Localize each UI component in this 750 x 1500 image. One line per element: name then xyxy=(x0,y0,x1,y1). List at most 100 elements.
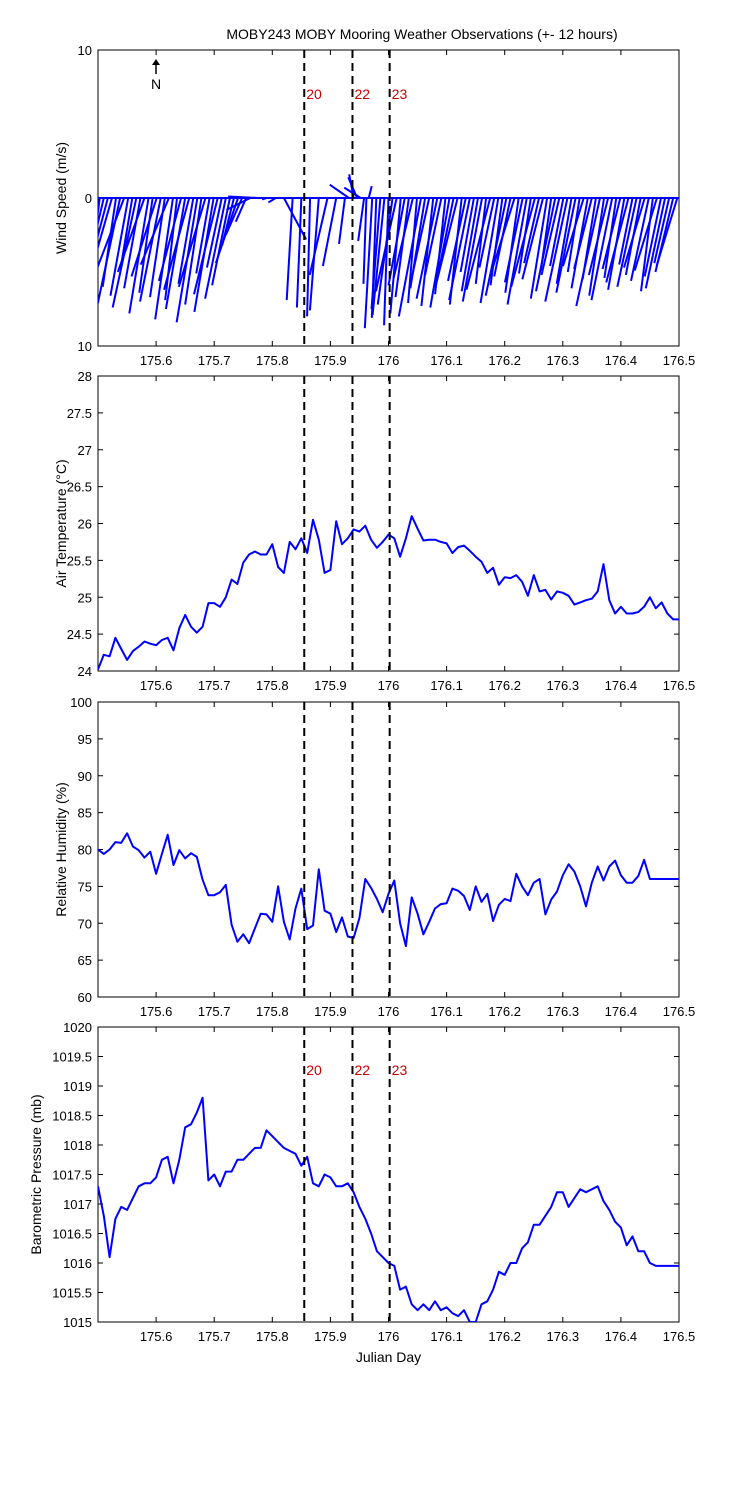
data-point xyxy=(225,596,227,598)
y-axis-label: Wind Speed (m/s) xyxy=(53,142,69,254)
data-point xyxy=(602,1200,605,1202)
data-point xyxy=(201,879,204,881)
wind-vector xyxy=(437,197,455,271)
data-point xyxy=(544,589,546,591)
data-point xyxy=(172,1182,175,1184)
wind-vector xyxy=(295,197,303,308)
data-point xyxy=(120,1206,122,1208)
data-point xyxy=(579,885,581,887)
y-tick-label: 27.5 xyxy=(67,406,92,421)
wind-vector xyxy=(479,197,500,304)
data-point xyxy=(213,1173,215,1176)
data-point xyxy=(451,1312,454,1314)
x-tick-label: 176.4 xyxy=(605,1004,638,1019)
x-tick-label: 176.1 xyxy=(430,353,463,368)
data-point xyxy=(254,550,256,553)
data-point xyxy=(509,900,512,902)
wind-vector xyxy=(139,197,170,265)
wind-vector xyxy=(478,197,496,268)
data-point xyxy=(312,519,314,521)
x-tick-label: 175.8 xyxy=(256,678,289,693)
data-point xyxy=(178,627,180,629)
data-point xyxy=(393,879,395,882)
data-point xyxy=(469,909,471,911)
x-tick-label: 175.9 xyxy=(314,678,347,693)
data-point xyxy=(335,1185,337,1187)
data-point xyxy=(341,543,343,545)
wind-vector xyxy=(370,197,382,310)
data-layer xyxy=(98,515,679,671)
data-point xyxy=(260,913,262,915)
data-point xyxy=(376,547,378,549)
data-point xyxy=(544,913,546,916)
data-point xyxy=(364,1218,366,1220)
data-point xyxy=(428,921,430,923)
data-point xyxy=(323,572,326,574)
y-tick-label: 1020 xyxy=(63,1020,92,1035)
wind-vector xyxy=(555,197,573,285)
data-point xyxy=(347,1182,349,1184)
y-tick-label: 1017 xyxy=(63,1197,92,1212)
data-point xyxy=(318,1185,320,1187)
data-point xyxy=(649,1262,651,1264)
event-label: 22 xyxy=(354,1062,370,1078)
data-point xyxy=(196,856,198,858)
axes-frame xyxy=(97,1026,680,1323)
data-point xyxy=(271,1135,273,1137)
data-point xyxy=(289,1150,291,1152)
wind-vector xyxy=(655,197,679,267)
wind-vector xyxy=(371,197,386,316)
data-point xyxy=(254,1147,256,1149)
data-point xyxy=(277,566,279,568)
data-point xyxy=(283,921,285,923)
wind-vector xyxy=(338,197,346,245)
wind-vector xyxy=(491,197,516,270)
data-point xyxy=(265,1129,268,1131)
wind-vector xyxy=(459,197,475,273)
data-point xyxy=(312,924,314,927)
data-point xyxy=(149,851,151,853)
data-point xyxy=(643,606,645,608)
data-point xyxy=(312,1182,314,1184)
wind-vector xyxy=(630,197,650,282)
event-label: 20 xyxy=(306,1062,322,1078)
wind-vector xyxy=(633,197,658,271)
wind-vector xyxy=(503,197,524,283)
data-point xyxy=(132,650,134,652)
y-tick-label: 24.5 xyxy=(67,627,92,642)
data-point xyxy=(300,1165,302,1167)
data-point xyxy=(602,879,605,882)
data-point xyxy=(568,595,570,597)
wind-vector xyxy=(461,197,484,302)
data-point xyxy=(550,899,552,901)
data-point xyxy=(201,626,204,628)
data-point xyxy=(591,882,593,884)
data-point xyxy=(620,1227,622,1229)
data-point xyxy=(306,928,308,930)
wind-vector xyxy=(420,197,435,307)
data-point xyxy=(475,1321,477,1322)
x-tick-label: 175.7 xyxy=(198,1004,231,1019)
data-point xyxy=(556,590,558,592)
x-tick-label: 176.2 xyxy=(488,678,521,693)
data-point xyxy=(451,552,454,554)
panel-air-temperature: 175.6 175.7 175.8 175.9 176 176.1 176.2 176.3 17… xyxy=(53,369,695,693)
data-point xyxy=(161,1159,163,1161)
data-point xyxy=(178,1159,180,1161)
x-tick-label: 176 xyxy=(378,1004,400,1019)
data-point xyxy=(446,1306,448,1308)
y-tick-label: 25 xyxy=(78,590,92,605)
x-tick-label: 175.6 xyxy=(140,678,173,693)
data-point xyxy=(631,612,634,615)
data-point xyxy=(637,875,639,877)
data-point xyxy=(114,637,117,639)
data-point xyxy=(283,572,285,574)
wind-vector xyxy=(529,197,549,299)
data-point xyxy=(521,885,523,887)
data-point xyxy=(678,878,679,880)
x-tick-label: 175.8 xyxy=(256,1329,289,1344)
wind-vector xyxy=(204,197,227,299)
data-point xyxy=(643,1250,645,1252)
y-tick-label: 27 xyxy=(78,443,92,458)
